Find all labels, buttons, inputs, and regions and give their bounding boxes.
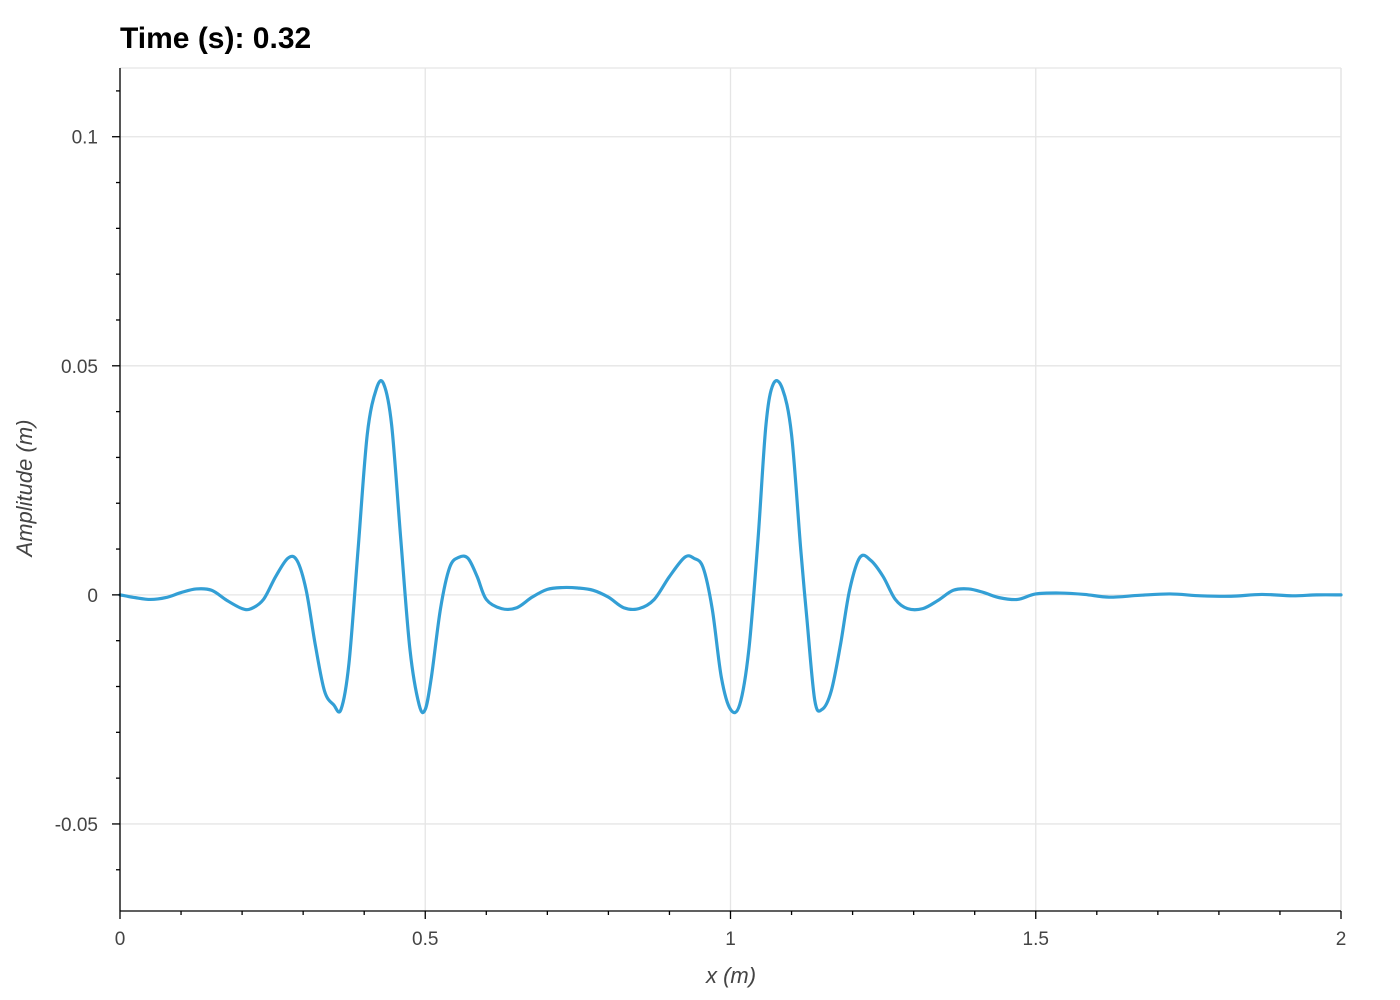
x-tick-label: 1.5 [1023,929,1049,950]
x-tick-label: 0.5 [412,929,438,950]
y-tick-label: 0 [87,586,98,607]
y-tick-label: 0.05 [61,357,98,378]
series-layer [118,379,1343,715]
grid [119,67,1342,911]
y-tick-label: -0.05 [55,815,98,836]
y-tick-label: 0.1 [72,128,98,149]
chart-title: Time (s): 0.32 [120,22,311,55]
axes [112,68,1342,919]
series-line [118,379,1343,715]
x-tick-label: 1 [725,929,736,950]
x-tick-label: 2 [1336,929,1347,950]
tick-labels: 0 0.5 1 1.5 2 -0.05 0 0.05 0.1 [55,128,1347,950]
x-tick-label: 0 [115,929,126,950]
y-axis-label: Amplitude (m) [12,420,37,559]
x-axis-label: x (m) [705,963,756,988]
